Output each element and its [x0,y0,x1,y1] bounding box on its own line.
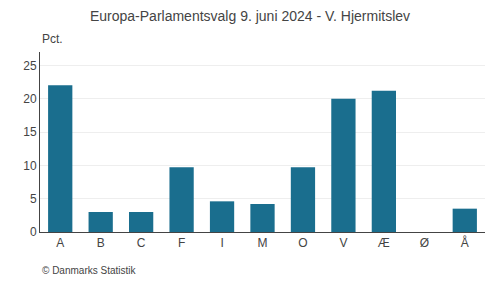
svg-text:B: B [97,236,105,250]
svg-text:V: V [339,236,347,250]
svg-text:I: I [220,236,223,250]
svg-text:25: 25 [23,59,37,73]
svg-text:C: C [137,236,146,250]
svg-text:20: 20 [23,92,37,106]
svg-text:Pct.: Pct. [42,32,63,46]
svg-text:F: F [178,236,185,250]
svg-text:5: 5 [30,192,37,206]
svg-text:0: 0 [30,225,37,239]
svg-text:Europa-Parlamentsvalg 9. juni: Europa-Parlamentsvalg 9. juni 2024 - V. … [90,8,410,24]
svg-text:M: M [258,236,268,250]
svg-text:© Danmarks Statistik: © Danmarks Statistik [42,265,137,276]
svg-text:O: O [298,236,307,250]
svg-text:Å: Å [461,235,469,250]
svg-text:Æ: Æ [378,236,390,250]
svg-text:15: 15 [23,125,37,139]
svg-text:10: 10 [23,159,37,173]
svg-text:A: A [56,236,64,250]
svg-text:Ø: Ø [420,236,429,250]
